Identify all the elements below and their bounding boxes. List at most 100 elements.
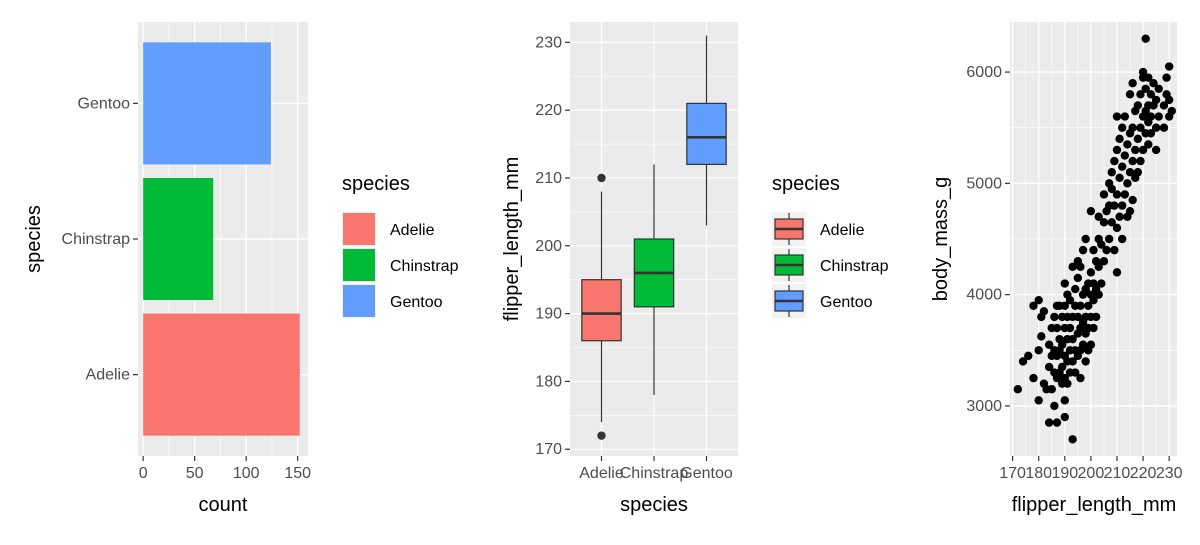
scatter-point [1039, 307, 1049, 316]
box-y-tick-label: 220 [535, 102, 562, 119]
scatter-point [1162, 73, 1171, 82]
bar-legend-swatch [343, 249, 375, 281]
scatter-y-tick-label: 3000 [966, 398, 1002, 415]
scatter-point [1146, 90, 1156, 99]
scatter-y-tick-label: 6000 [966, 64, 1002, 81]
box-x-tick-label: Adelie [579, 465, 624, 482]
scatter-point [1086, 206, 1096, 216]
scatter-point [1128, 79, 1137, 88]
bar-legend-label: Chinstrap [390, 258, 459, 275]
scatter-point [1081, 234, 1090, 244]
scatter-point [1078, 245, 1088, 255]
bar-y-tick-label: Gentoo [78, 95, 131, 112]
scatter-point [1052, 323, 1062, 333]
bar-gentoo [143, 42, 271, 165]
scatter-point [1128, 156, 1137, 166]
scatter-point [1076, 373, 1085, 383]
scatter-point [1136, 156, 1145, 166]
box-legend-label: Adelie [820, 222, 865, 239]
scatter-point [1146, 112, 1156, 121]
bar-legend-swatch [343, 285, 375, 317]
bar-legend-label: Gentoo [390, 294, 443, 311]
scatter-point [1060, 279, 1069, 288]
scatter-point [1086, 340, 1096, 349]
scatter-point [1044, 362, 1054, 372]
scatter-point [1104, 234, 1114, 244]
scatter-point [1018, 357, 1028, 366]
scatter-point [1120, 190, 1130, 199]
scatter-point [1151, 123, 1161, 132]
scatter-y-tick-label: 4000 [966, 287, 1002, 304]
scatter-point [1118, 123, 1127, 132]
scatter-point [1099, 190, 1109, 199]
scatter-y-tick-label: 5000 [966, 175, 1002, 192]
scatter-point [1138, 145, 1148, 155]
scatter-point [1154, 112, 1163, 121]
box-y-tick-label: 210 [535, 170, 562, 187]
scatter-point [1115, 212, 1124, 221]
scatter-point [1136, 123, 1145, 132]
scatter-point [1107, 168, 1116, 177]
scatter-point [1112, 268, 1122, 277]
bar-y-tick-label: Adelie [86, 367, 131, 384]
scatter-point [1050, 401, 1059, 411]
scatter-point [1065, 296, 1075, 305]
scatter-point [1133, 168, 1143, 177]
scatter-point [1097, 240, 1106, 249]
box-legend-title: species [772, 173, 840, 195]
scatter-point [1078, 340, 1088, 349]
bar-y-axis-title: species [23, 205, 45, 273]
scatter-point [1068, 334, 1077, 344]
scatter-point [1094, 290, 1103, 299]
scatter-point [1065, 323, 1075, 333]
scatter-point [1034, 346, 1043, 355]
scatter-point [1057, 340, 1067, 349]
scatter-point [1149, 79, 1158, 88]
scatter-point [1081, 357, 1090, 366]
scatter-point [1034, 296, 1043, 305]
box-legend-label: Gentoo [820, 294, 873, 311]
scatter-point [1099, 257, 1109, 266]
scatter-point [1094, 262, 1103, 272]
box-adelie-outlier [597, 431, 606, 440]
scatter-x-tick-label: 180 [1025, 465, 1052, 482]
box-y-tick-label: 200 [535, 238, 562, 255]
scatter-point [1118, 162, 1127, 171]
scatter-x-tick-label: 220 [1130, 465, 1157, 482]
scatter-point [1107, 218, 1116, 227]
scatter-point [1057, 362, 1067, 372]
scatter-point [1115, 134, 1124, 144]
scatter-point [1050, 312, 1059, 322]
scatter-point [1063, 379, 1072, 388]
bar-legend-swatch [343, 213, 375, 245]
scatter-x-tick-label: 170 [999, 465, 1026, 482]
scatter-point [1086, 268, 1096, 277]
box-adelie-outlier [597, 173, 606, 183]
scatter-point [1044, 340, 1054, 349]
scatter-point [1128, 195, 1137, 205]
bar-x-axis-title: count [199, 494, 248, 516]
scatter-point [1123, 140, 1132, 149]
scatter-point [1068, 262, 1077, 272]
scatter-point [1144, 140, 1153, 149]
scatter-point [1068, 435, 1077, 444]
scatter-point [1118, 234, 1127, 244]
scatter-point [1029, 373, 1038, 383]
scatter-point [1151, 95, 1161, 105]
scatter-x-tick-label: 210 [1104, 465, 1131, 482]
scatter-point [1159, 123, 1169, 132]
scatter-point [1089, 245, 1098, 255]
scatter-point [1037, 332, 1046, 341]
scatter-point [1013, 385, 1023, 394]
scatter-x-axis-title: flipper_length_mm [1012, 494, 1177, 516]
scatter-point [1047, 385, 1056, 394]
scatter-point [1112, 112, 1122, 121]
box-x-tick-label: Chinstrap [620, 465, 689, 482]
scatter-point [1044, 418, 1054, 427]
box-y-axis-title: flipper_length_mm [501, 157, 523, 322]
scatter-point [1141, 84, 1150, 93]
scatter-x-tick-label: 200 [1078, 465, 1105, 482]
box-y-tick-label: 180 [535, 373, 562, 390]
